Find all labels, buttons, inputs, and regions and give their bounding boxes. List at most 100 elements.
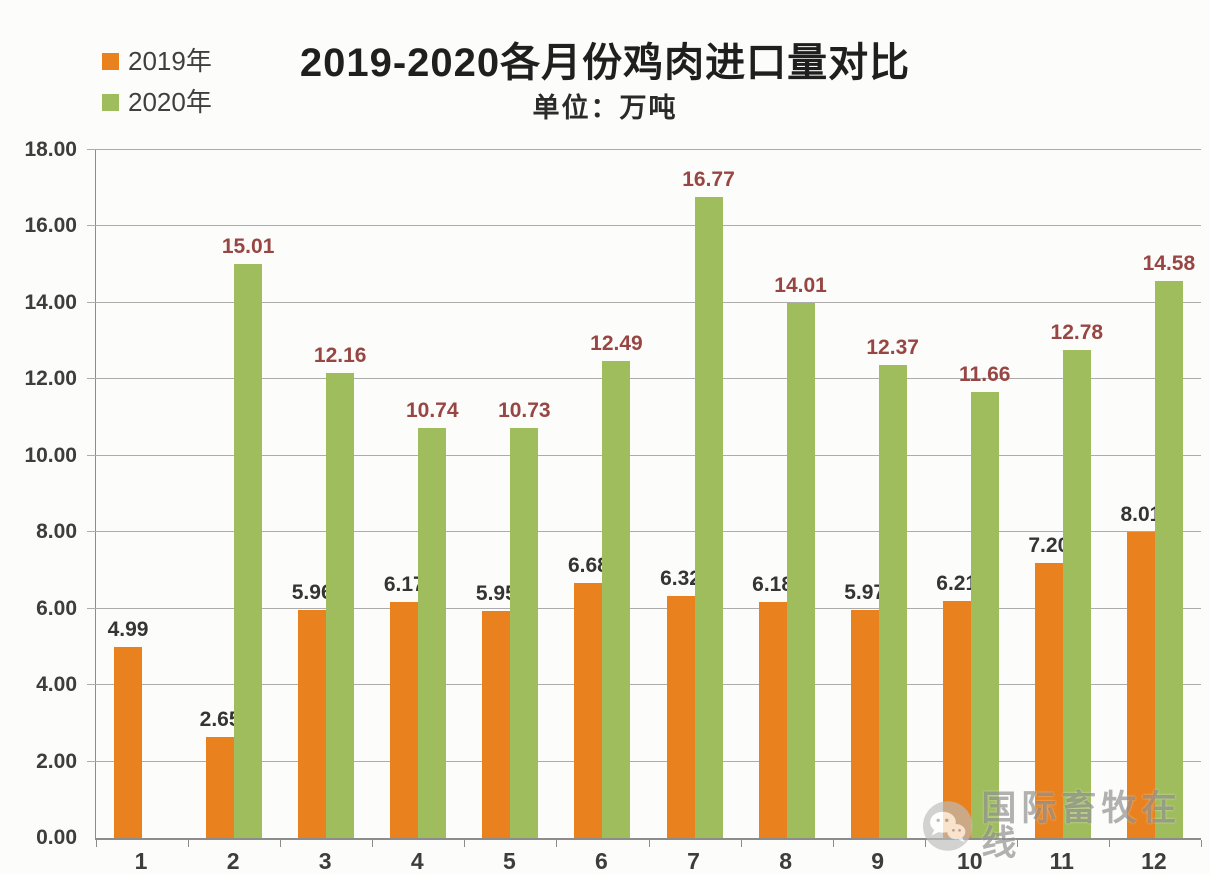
- x-tick-label-8: 8: [779, 848, 792, 874]
- bar-value-label-2019年-month-11: 7.20: [1028, 533, 1070, 557]
- bar-slot-2019年-month-1: 4.99: [108, 150, 148, 838]
- bar-2020年-month-10: [970, 392, 999, 838]
- bar-value-label-2019年-month-8: 6.18: [752, 572, 794, 596]
- bar-value-label-2020年-month-4: 10.74: [405, 398, 459, 422]
- plot-area: 4.99 2.65 15.01 5.96 12.16 6.17 10.74 5.95 10.73…: [87, 149, 1202, 847]
- y-tick-label-2.00: 2.00: [36, 749, 77, 773]
- gridline-14.00: [87, 301, 1201, 303]
- bar-2020年-month-12: [1154, 280, 1183, 838]
- x-axis-tick: [556, 840, 558, 847]
- bar-group-month-10: 6.21 11.66: [925, 150, 1017, 838]
- y-tick-label-6.00: 6.00: [36, 596, 77, 620]
- gridline-6.00: [87, 607, 1201, 609]
- bar-group-month-7: 6.32 16.77: [648, 150, 740, 838]
- bar-value-label-2020年-month-5: 10.73: [498, 398, 551, 422]
- bar-value-label-2019年-month-10: 6.21: [936, 571, 978, 595]
- bar-group-month-11: 7.20 12.78: [1017, 150, 1109, 838]
- bar-slot-2019年-month-6: 6.68: [568, 150, 609, 838]
- legend-item-2020年: 2020年: [102, 89, 212, 115]
- bar-slot-2020年-month-9: 12.37: [866, 150, 919, 838]
- x-axis-tick: [1201, 840, 1202, 847]
- x-tick-label-6: 6: [595, 848, 608, 874]
- gridline-16.00: [87, 225, 1201, 227]
- x-tick-label-2: 2: [226, 848, 240, 874]
- bar-value-label-2020年-month-8: 14.01: [774, 273, 827, 297]
- x-axis-tick: [1108, 840, 1110, 847]
- legend-label: 2019年: [128, 46, 212, 76]
- bar-value-label-2019年-month-12: 8.01: [1120, 502, 1162, 526]
- x-tick-label-4: 4: [410, 848, 424, 874]
- bar-value-label-2020年-month-9: 12.37: [866, 336, 919, 360]
- bar-slot-2020年-month-3: 12.16: [314, 150, 366, 838]
- gridline-8.00: [87, 531, 1201, 533]
- bar-value-label-2019年-month-3: 5.96: [291, 581, 333, 605]
- bar-slot-2020年-month-4: 10.74: [406, 150, 459, 838]
- bar-2020年-month-11: [1062, 349, 1091, 838]
- x-axis-tick: [648, 840, 650, 847]
- bar-slot-2020年-month-8: 14.01: [774, 150, 827, 838]
- bar-value-label-2020年-month-11: 12.78: [1050, 320, 1104, 344]
- bar-2019年-month-1: [114, 647, 143, 838]
- bar-slot-2019年-month-3: 5.96: [292, 150, 333, 838]
- x-tick-label-1: 1: [134, 848, 148, 874]
- x-axis-tick: [1016, 840, 1018, 847]
- bar-value-label-2020年-month-12: 14.58: [1142, 251, 1196, 275]
- bar-2019年-month-4: [390, 602, 419, 838]
- bar-slot-2019年-month-8: 6.18: [752, 150, 793, 838]
- bar-2019年-month-6: [574, 582, 603, 838]
- bar-value-label-2019年-month-6: 6.68: [567, 553, 609, 577]
- x-tick-label-5: 5: [502, 848, 516, 874]
- bar-value-label-2019年-month-7: 6.32: [660, 567, 701, 591]
- bar-slot-2020年-month-5: 10.73: [498, 150, 551, 838]
- gridline-2.00: [87, 760, 1201, 762]
- bar-slot-2019年-month-10: 6.21: [936, 150, 977, 838]
- gridline-18.00: [87, 149, 1201, 150]
- x-axis-tick: [832, 840, 834, 847]
- legend-item-2019年: 2019年: [102, 48, 212, 74]
- bar-value-label-2019年-month-4: 6.17: [383, 573, 425, 597]
- legend-swatch-icon: [102, 52, 119, 70]
- legend-swatch-icon: [102, 93, 119, 111]
- gridline-12.00: [87, 378, 1201, 380]
- y-tick-label-14.00: 14.00: [24, 290, 77, 314]
- x-tick-label-12: 12: [1141, 848, 1167, 874]
- bar-group-month-9: 5.97 12.37: [833, 150, 925, 838]
- bar-value-label-2019年-month-5: 5.95: [475, 581, 517, 605]
- bar-2020年-month-9: [878, 365, 907, 838]
- bar-2019年-month-9: [850, 609, 879, 838]
- bar-2019年-month-7: [666, 596, 695, 838]
- chart-legend: 2019年 2020年: [102, 48, 212, 130]
- bar-slot-2019年-month-5: 5.95: [476, 150, 517, 838]
- bar-2020年-month-3: [326, 373, 355, 838]
- bar-slot-2019年-month-9: 5.97: [844, 150, 885, 838]
- x-axis-tick: [96, 840, 97, 847]
- bar-slot-2019年-month-4: 6.17: [384, 150, 425, 838]
- bar-2020年-month-5: [510, 427, 539, 838]
- bar-2019年-month-3: [298, 610, 327, 838]
- bar-slot-2020年-month-1: [142, 150, 170, 838]
- bar-2019年-month-10: [942, 600, 971, 838]
- x-tick-label-10: 10: [956, 848, 983, 874]
- bar-value-label-2019年-month-2: 2.65: [199, 707, 241, 731]
- bar-slot-2019年-month-11: 7.20: [1028, 150, 1069, 838]
- bar-value-label-2020年-month-10: 11.66: [959, 363, 1011, 387]
- bar-2019年-month-12: [1126, 531, 1155, 838]
- x-axis-tick: [464, 840, 466, 847]
- bar-2019年-month-2: [206, 736, 235, 838]
- gridline-4.00: [87, 684, 1201, 686]
- bar-value-label-2020年-month-2: 15.01: [221, 235, 275, 259]
- bar-2020年-month-8: [786, 302, 815, 838]
- bar-slot-2020年-month-6: 12.49: [590, 150, 643, 838]
- x-axis-tick: [188, 840, 190, 847]
- bar-slot-2020年-month-2: 15.01: [222, 150, 274, 838]
- bar-value-label-2019年-month-1: 4.99: [107, 618, 149, 642]
- legend-label: 2020年: [128, 87, 212, 117]
- y-axis-labels: 0.00 2.00 4.00 6.00 8.00 10.00 12.00 14.00 16.00…: [0, 139, 86, 848]
- bar-group-month-12: 8.01 14.58: [1109, 150, 1201, 838]
- bar-group-month-3: 5.96 12.16: [280, 150, 372, 838]
- chart-title: 2019-2020各月份鸡肉进口量对比: [299, 41, 911, 85]
- bar-slot-2019年-month-12: 8.01: [1120, 150, 1161, 838]
- chart-subtitle: 单位：万吨: [532, 93, 678, 123]
- bar-series-container: 4.99 2.65 15.01 5.96 12.16 6.17 10.74 5.95 10.73…: [96, 150, 1201, 838]
